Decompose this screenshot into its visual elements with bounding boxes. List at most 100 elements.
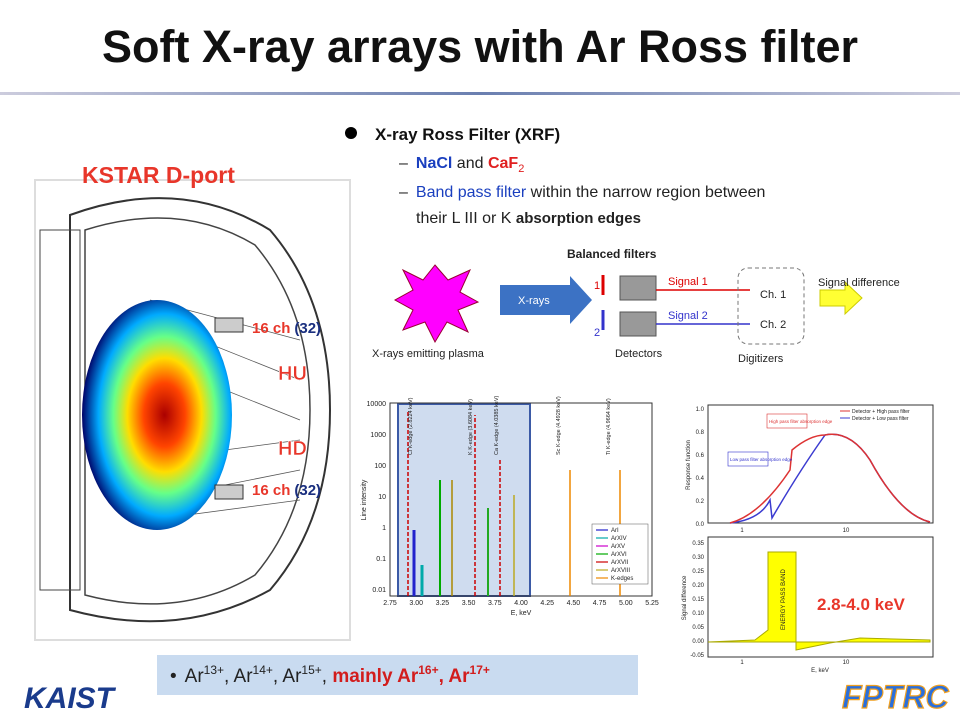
annotation: High pass filter absorption edge bbox=[769, 419, 833, 424]
y-tick-label: 0.10 bbox=[692, 611, 704, 617]
superscript: 13+ bbox=[204, 663, 224, 677]
edge-label: Cl K-edge (2.8224 keV) bbox=[408, 397, 414, 455]
superscript: 14+ bbox=[253, 663, 273, 677]
x-tick-label: 2.75 bbox=[383, 600, 397, 607]
detector-top bbox=[214, 317, 244, 333]
diagram-text: Digitizers bbox=[738, 353, 784, 365]
edge-label: Ca K-edge (4.0385 keV) bbox=[494, 396, 500, 455]
highlight-box bbox=[397, 403, 531, 597]
absorption-edges: absorption edges bbox=[516, 210, 641, 227]
x-tick-label: 5.25 bbox=[645, 600, 659, 607]
y-tick-label: 100 bbox=[374, 463, 386, 470]
nacl: NaCl bbox=[416, 155, 452, 172]
y-tick-label: 0.0 bbox=[696, 522, 705, 528]
plasma bbox=[82, 300, 232, 530]
sep: , bbox=[273, 666, 283, 687]
band-pass: Band pass filter bbox=[416, 184, 527, 201]
y-tick-label: 10000 bbox=[367, 401, 387, 408]
y-tick-label: 0.25 bbox=[692, 569, 704, 575]
diagram-text: Signal difference bbox=[818, 277, 900, 289]
x-tick-label: 1 bbox=[740, 660, 744, 666]
x-tick-label: 4.25 bbox=[540, 600, 554, 607]
slide-title: Soft X-ray arrays with Ar Ross filter bbox=[102, 21, 858, 72]
y-tick-label: 0.6 bbox=[696, 453, 705, 459]
channels-n: (32) bbox=[294, 482, 321, 499]
channel-label: 16 ch (32) bbox=[252, 320, 321, 337]
superscript: 17+ bbox=[470, 663, 490, 677]
diagram-text: 2 bbox=[594, 327, 600, 339]
note-box bbox=[727, 451, 769, 467]
dash: – bbox=[399, 184, 408, 201]
superscript: 16+ bbox=[418, 663, 438, 677]
y-tick-label: 0.35 bbox=[692, 541, 704, 547]
response-image bbox=[678, 398, 940, 666]
x-tick-label: 4.00 bbox=[514, 600, 528, 607]
superscript: 15+ bbox=[301, 663, 321, 677]
legend-label: ArXVIII bbox=[611, 568, 630, 574]
kaist-logo: KAIST bbox=[24, 682, 117, 715]
digitizer-box bbox=[737, 267, 805, 345]
diagram-text: Balanced filters bbox=[567, 247, 657, 261]
diagram-text: Ch. 1 bbox=[760, 289, 786, 301]
detector bbox=[619, 275, 657, 301]
diagram-text: Detectors bbox=[615, 348, 663, 360]
x-tick-label: 10 bbox=[843, 660, 850, 666]
legend-label: K-edges bbox=[611, 576, 633, 582]
channels: 16 ch bbox=[252, 320, 290, 337]
ion-main: , Ar bbox=[439, 666, 471, 687]
legend-label: ArXVII bbox=[611, 560, 629, 566]
kstar-label: KSTAR D-port bbox=[82, 162, 235, 188]
x-tick-label: 4.75 bbox=[593, 600, 607, 607]
y-tick-label: 0.20 bbox=[692, 583, 704, 589]
title-rule bbox=[0, 92, 960, 95]
channels-n: (32) bbox=[294, 320, 321, 337]
y-axis-label: Signal difference bbox=[682, 575, 688, 620]
text: and bbox=[452, 155, 488, 172]
xray-arrow bbox=[500, 276, 592, 324]
legend-label: ArXIV bbox=[611, 536, 627, 542]
ion: Ar bbox=[282, 666, 302, 687]
legend-label: ArXV bbox=[611, 544, 625, 550]
line-plot-labels: 10000 1000 100 10 1 0.1 0.01 2.75 3.00 3.25 3.50 3.… bbox=[361, 396, 659, 617]
plot-frame bbox=[707, 536, 934, 658]
y-axis-label: Response function bbox=[686, 440, 692, 490]
ion-main: mainly Ar bbox=[332, 666, 418, 687]
y-tick-label: 0.15 bbox=[692, 597, 704, 603]
sub-bullet-2: – Band pass filter within the narrow regi… bbox=[399, 184, 765, 201]
legend-label: Detector + Low pass filter bbox=[852, 416, 909, 422]
y-tick-label: 1000 bbox=[370, 432, 386, 439]
diagram-text: X-rays emitting plasma bbox=[372, 348, 485, 360]
text: their L III or K bbox=[416, 210, 516, 227]
channels: 16 ch bbox=[252, 482, 290, 499]
edge-label: Ti K-edge (4.9664 keV) bbox=[606, 398, 612, 455]
y-tick-label: 10 bbox=[378, 494, 386, 501]
band-label: ENERGY PASS BAND bbox=[781, 569, 787, 630]
fptrc-logo: FPTRC bbox=[842, 679, 950, 715]
x-tick-label: 3.75 bbox=[488, 600, 502, 607]
x-tick-label: 3.00 bbox=[409, 600, 423, 607]
sub-bullet-2-cont: their L III or K absorption edges bbox=[416, 210, 641, 227]
sep: , bbox=[224, 666, 234, 687]
y-tick-label: 0.8 bbox=[696, 430, 705, 436]
diagram-text: 1 bbox=[594, 280, 600, 292]
y-tick-label: 0.2 bbox=[696, 499, 705, 505]
diagram-text: X-rays bbox=[518, 295, 550, 307]
edge-label: K K-edge (3.6084 keV) bbox=[468, 399, 474, 455]
y-tick-label: 1 bbox=[382, 525, 386, 532]
annotation: Low pass filter absorption edge bbox=[730, 457, 793, 462]
x-tick-label: 10 bbox=[843, 528, 850, 534]
legend-label: ArI bbox=[611, 528, 619, 534]
y-tick-label: 0.30 bbox=[692, 555, 704, 561]
channel-label: 16 ch (32) bbox=[252, 482, 321, 499]
diagram-text: Signal 1 bbox=[668, 276, 708, 288]
legend-label: Detector + High pass filter bbox=[852, 409, 910, 415]
vessel-inner bbox=[84, 217, 311, 605]
high-pass-curve bbox=[729, 433, 931, 524]
plot-frame bbox=[389, 402, 653, 597]
x-tick-label: 1 bbox=[740, 528, 744, 534]
ion: Ar bbox=[185, 666, 205, 687]
difference-area bbox=[707, 551, 931, 651]
note-box bbox=[766, 413, 808, 429]
x-axis-label: E, keV bbox=[811, 668, 829, 674]
